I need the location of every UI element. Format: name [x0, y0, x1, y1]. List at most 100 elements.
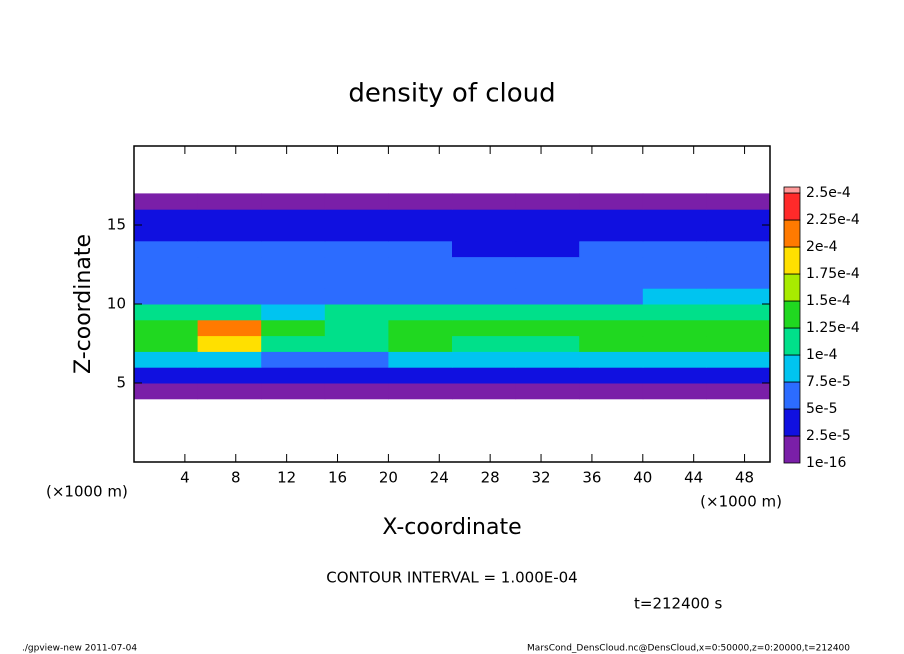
cell	[134, 225, 199, 242]
cell	[579, 225, 644, 242]
cell	[324, 209, 389, 226]
cell	[197, 225, 262, 242]
cell	[388, 367, 453, 384]
cell	[452, 272, 517, 289]
colorbar-label: 1.5e-4	[806, 293, 851, 309]
colorbar-box	[783, 219, 801, 248]
cell	[579, 319, 644, 337]
cell	[197, 288, 262, 305]
cell	[452, 319, 517, 337]
cell	[324, 367, 389, 384]
cell	[642, 383, 707, 400]
cell	[642, 335, 707, 352]
x-tick-label: 12	[277, 469, 296, 487]
cell	[706, 256, 771, 273]
y-tick-label: 15	[107, 216, 126, 234]
cell	[706, 383, 771, 400]
cell	[261, 288, 326, 305]
x-tick-label: 36	[582, 469, 601, 487]
cell	[324, 272, 389, 289]
cell	[388, 240, 453, 258]
cell	[452, 335, 517, 352]
cell	[261, 367, 326, 384]
cell	[197, 193, 262, 210]
cell	[197, 240, 262, 258]
cell	[642, 288, 707, 305]
x-unit-left: (×1000 m)	[46, 483, 128, 501]
cell	[706, 288, 771, 305]
time-label: t=212400 s	[634, 595, 722, 613]
cell	[134, 288, 199, 305]
cell	[515, 304, 580, 321]
cell	[388, 193, 453, 210]
cell	[134, 304, 199, 321]
cell	[388, 272, 453, 289]
cell	[452, 383, 517, 400]
cell	[515, 288, 580, 305]
cell	[197, 209, 262, 226]
y-axis-label: Z-coordinate	[71, 234, 96, 374]
colorbar-label: 2.5e-5	[806, 428, 851, 444]
cell	[452, 209, 517, 226]
colorbar-label: 1e-16	[806, 455, 846, 471]
cell	[197, 304, 262, 321]
cell	[515, 272, 580, 289]
cell	[579, 367, 644, 384]
colorbar-label: 1.75e-4	[806, 266, 860, 282]
x-tick-label: 20	[379, 469, 398, 487]
colorbar-box	[783, 408, 801, 437]
colorbar-box	[783, 273, 801, 302]
cell	[324, 240, 389, 258]
cell	[261, 351, 326, 368]
cell	[134, 209, 199, 226]
cell	[452, 367, 517, 384]
cell	[388, 304, 453, 321]
x-tick-label: 8	[231, 469, 241, 487]
cell	[134, 367, 199, 384]
cell	[452, 288, 517, 305]
x-tick-label: 40	[633, 469, 652, 487]
x-unit-right: (×1000 m)	[700, 493, 782, 511]
x-tick-label: 4	[180, 469, 190, 487]
chart-title: density of cloud	[348, 79, 555, 109]
cell	[261, 225, 326, 242]
colorbar-label: 2.5e-4	[806, 185, 851, 201]
colorbar-box	[783, 435, 801, 464]
cell	[579, 288, 644, 305]
cell	[388, 209, 453, 226]
cell	[706, 193, 771, 210]
cell	[134, 351, 199, 368]
cell	[324, 225, 389, 242]
cell	[134, 256, 199, 273]
y-tick-label: 10	[107, 295, 126, 313]
cell	[642, 240, 707, 258]
cell	[197, 272, 262, 289]
cell	[515, 209, 580, 226]
cell	[515, 351, 580, 368]
cell	[324, 351, 389, 368]
cell	[324, 256, 389, 273]
cell	[388, 288, 453, 305]
cell	[642, 304, 707, 321]
cell	[642, 209, 707, 226]
cell	[642, 319, 707, 337]
cell	[706, 209, 771, 226]
cell	[579, 304, 644, 321]
cell	[706, 367, 771, 384]
colorbar-box	[783, 186, 801, 194]
cell	[388, 335, 453, 352]
x-tick-label: 16	[328, 469, 347, 487]
cell	[261, 256, 326, 273]
cell	[706, 240, 771, 258]
cell	[642, 367, 707, 384]
cell	[579, 209, 644, 226]
cell	[324, 383, 389, 400]
cell	[134, 240, 199, 258]
cell	[515, 256, 580, 273]
cell	[134, 272, 199, 289]
cell	[452, 193, 517, 210]
cell	[515, 319, 580, 337]
colorbar-box	[783, 381, 801, 410]
cell	[197, 319, 262, 337]
